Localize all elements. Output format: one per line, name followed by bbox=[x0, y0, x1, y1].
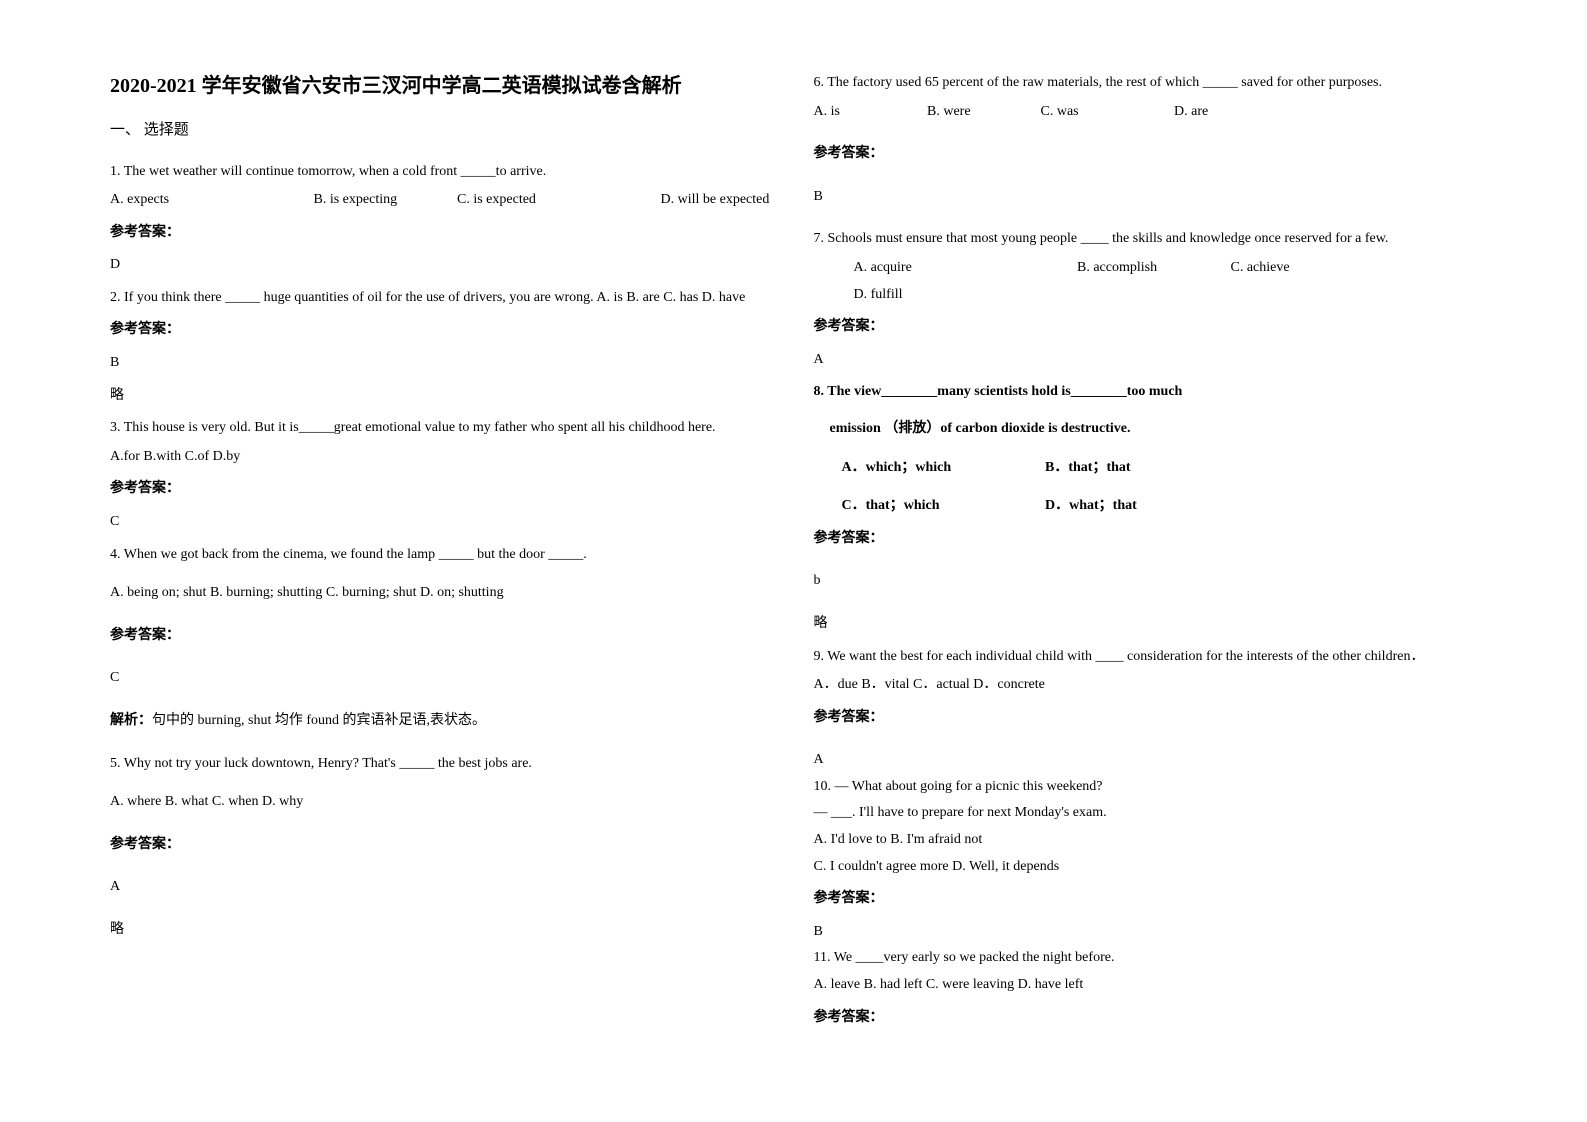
q1-opt-d: D. will be expected bbox=[661, 187, 770, 214]
q2-note: 略 bbox=[110, 383, 774, 410]
q1-opt-b: B. is expecting bbox=[314, 187, 454, 214]
q10-line2: — ___. I'll have to prepare for next Mon… bbox=[814, 800, 1478, 827]
q6-opt-a: A. is bbox=[814, 99, 924, 126]
q1-options: A. expects B. is expecting C. is expecte… bbox=[110, 187, 774, 214]
q6-opt-c: C. was bbox=[1041, 99, 1171, 126]
q4-explain: 解析：句中的 burning, shut 均作 found 的宾语补足语,表状态… bbox=[110, 708, 774, 735]
q3-answer: C bbox=[110, 509, 774, 536]
q6-text: 6. The factory used 65 percent of the ra… bbox=[814, 70, 1478, 97]
q8-opt-c: C．that；which bbox=[842, 493, 1042, 520]
q8-text: 8. The view________many scientists hold … bbox=[814, 379, 1478, 406]
q5-answer: A bbox=[110, 874, 774, 901]
q8-text2: emission （排放）of carbon dioxide is destru… bbox=[814, 416, 1478, 443]
q4-options: A. being on; shut B. burning; shutting C… bbox=[110, 580, 774, 607]
q7-opt-b: B. accomplish bbox=[1077, 255, 1227, 282]
q7-opt-c: C. achieve bbox=[1231, 255, 1441, 282]
q3-options: A.for B.with C.of D.by bbox=[110, 444, 774, 471]
answer-label: 参考答案： bbox=[814, 1005, 1478, 1032]
answer-label: 参考答案： bbox=[110, 832, 774, 859]
q6-opt-b: B. were bbox=[927, 99, 1037, 126]
answer-label: 参考答案： bbox=[814, 705, 1478, 732]
q10-answer: B bbox=[814, 919, 1478, 946]
q3-text: 3. This house is very old. But it is____… bbox=[110, 415, 774, 442]
q2-answer: B bbox=[110, 350, 774, 377]
q8-options-row1: A．which；which B．that；that bbox=[814, 455, 1478, 482]
explain-label: 解析： bbox=[110, 713, 152, 728]
q7-text: 7. Schools must ensure that most young p… bbox=[814, 226, 1478, 253]
q8-note: 略 bbox=[814, 611, 1478, 638]
q2-text: 2. If you think there _____ huge quantit… bbox=[110, 285, 774, 312]
q7-answer: A bbox=[814, 347, 1478, 374]
answer-label: 参考答案： bbox=[110, 623, 774, 650]
answer-label: 参考答案： bbox=[814, 314, 1478, 341]
q10-line1: 10. — What about going for a picnic this… bbox=[814, 774, 1478, 801]
q1-opt-c: C. is expected bbox=[457, 187, 657, 214]
q6-opt-d: D. are bbox=[1174, 99, 1208, 126]
answer-label: 参考答案： bbox=[814, 886, 1478, 913]
q7-options: A. acquire B. accomplish C. achieve D. f… bbox=[814, 255, 1478, 308]
q8-options-row2: C．that；which D．what；that bbox=[814, 493, 1478, 520]
q9-options: A．due B．vital C．actual D．concrete bbox=[814, 672, 1478, 699]
answer-label: 参考答案： bbox=[110, 317, 774, 344]
q5-text: 5. Why not try your luck downtown, Henry… bbox=[110, 751, 774, 778]
q5-note: 略 bbox=[110, 917, 774, 944]
q1-text: 1. The wet weather will continue tomorro… bbox=[110, 159, 774, 186]
answer-label: 参考答案： bbox=[814, 141, 1478, 168]
q6-answer: B bbox=[814, 184, 1478, 211]
q5-options: A. where B. what C. when D. why bbox=[110, 789, 774, 816]
answer-label: 参考答案： bbox=[110, 220, 774, 247]
q8-opt-d: D．what；that bbox=[1045, 493, 1137, 520]
q10-line4: C. I couldn't agree more D. Well, it dep… bbox=[814, 854, 1478, 881]
q9-answer: A bbox=[814, 747, 1478, 774]
explain-text: 句中的 burning, shut 均作 found 的宾语补足语,表状态。 bbox=[152, 713, 486, 728]
q1-answer: D bbox=[110, 252, 774, 279]
q11-text: 11. We ____very early so we packed the n… bbox=[814, 945, 1478, 972]
q8-opt-b: B．that；that bbox=[1045, 455, 1131, 482]
q1-opt-a: A. expects bbox=[110, 187, 310, 214]
q6-options: A. is B. were C. was D. are bbox=[814, 99, 1478, 126]
left-column: 2020-2021 学年安徽省六安市三汊河中学高二英语模拟试卷含解析 一、 选择… bbox=[90, 70, 794, 1092]
q7-opt-a: A. acquire bbox=[854, 255, 1074, 282]
q4-answer: C bbox=[110, 665, 774, 692]
page-title: 2020-2021 学年安徽省六安市三汊河中学高二英语模拟试卷含解析 bbox=[110, 70, 774, 102]
q9-text: 9. We want the best for each individual … bbox=[814, 644, 1478, 671]
answer-label: 参考答案： bbox=[110, 476, 774, 503]
right-column: 6. The factory used 65 percent of the ra… bbox=[794, 70, 1498, 1092]
q8-answer: b bbox=[814, 568, 1478, 595]
q7-opt-d: D. fulfill bbox=[854, 282, 903, 309]
q10-line3: A. I'd love to B. I'm afraid not bbox=[814, 827, 1478, 854]
q8-opt-a: A．which；which bbox=[842, 455, 1042, 482]
answer-label: 参考答案： bbox=[814, 526, 1478, 553]
q4-text: 4. When we got back from the cinema, we … bbox=[110, 542, 774, 569]
q11-options: A. leave B. had left C. were leaving D. … bbox=[814, 972, 1478, 999]
section-heading: 一、 选择题 bbox=[110, 116, 774, 145]
